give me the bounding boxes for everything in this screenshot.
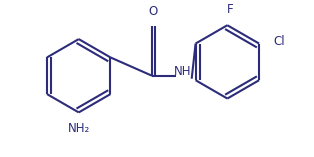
Text: NH: NH xyxy=(174,65,192,78)
Text: F: F xyxy=(227,3,234,16)
Text: Cl: Cl xyxy=(273,35,284,48)
Text: O: O xyxy=(149,5,158,18)
Text: NH₂: NH₂ xyxy=(68,122,90,135)
